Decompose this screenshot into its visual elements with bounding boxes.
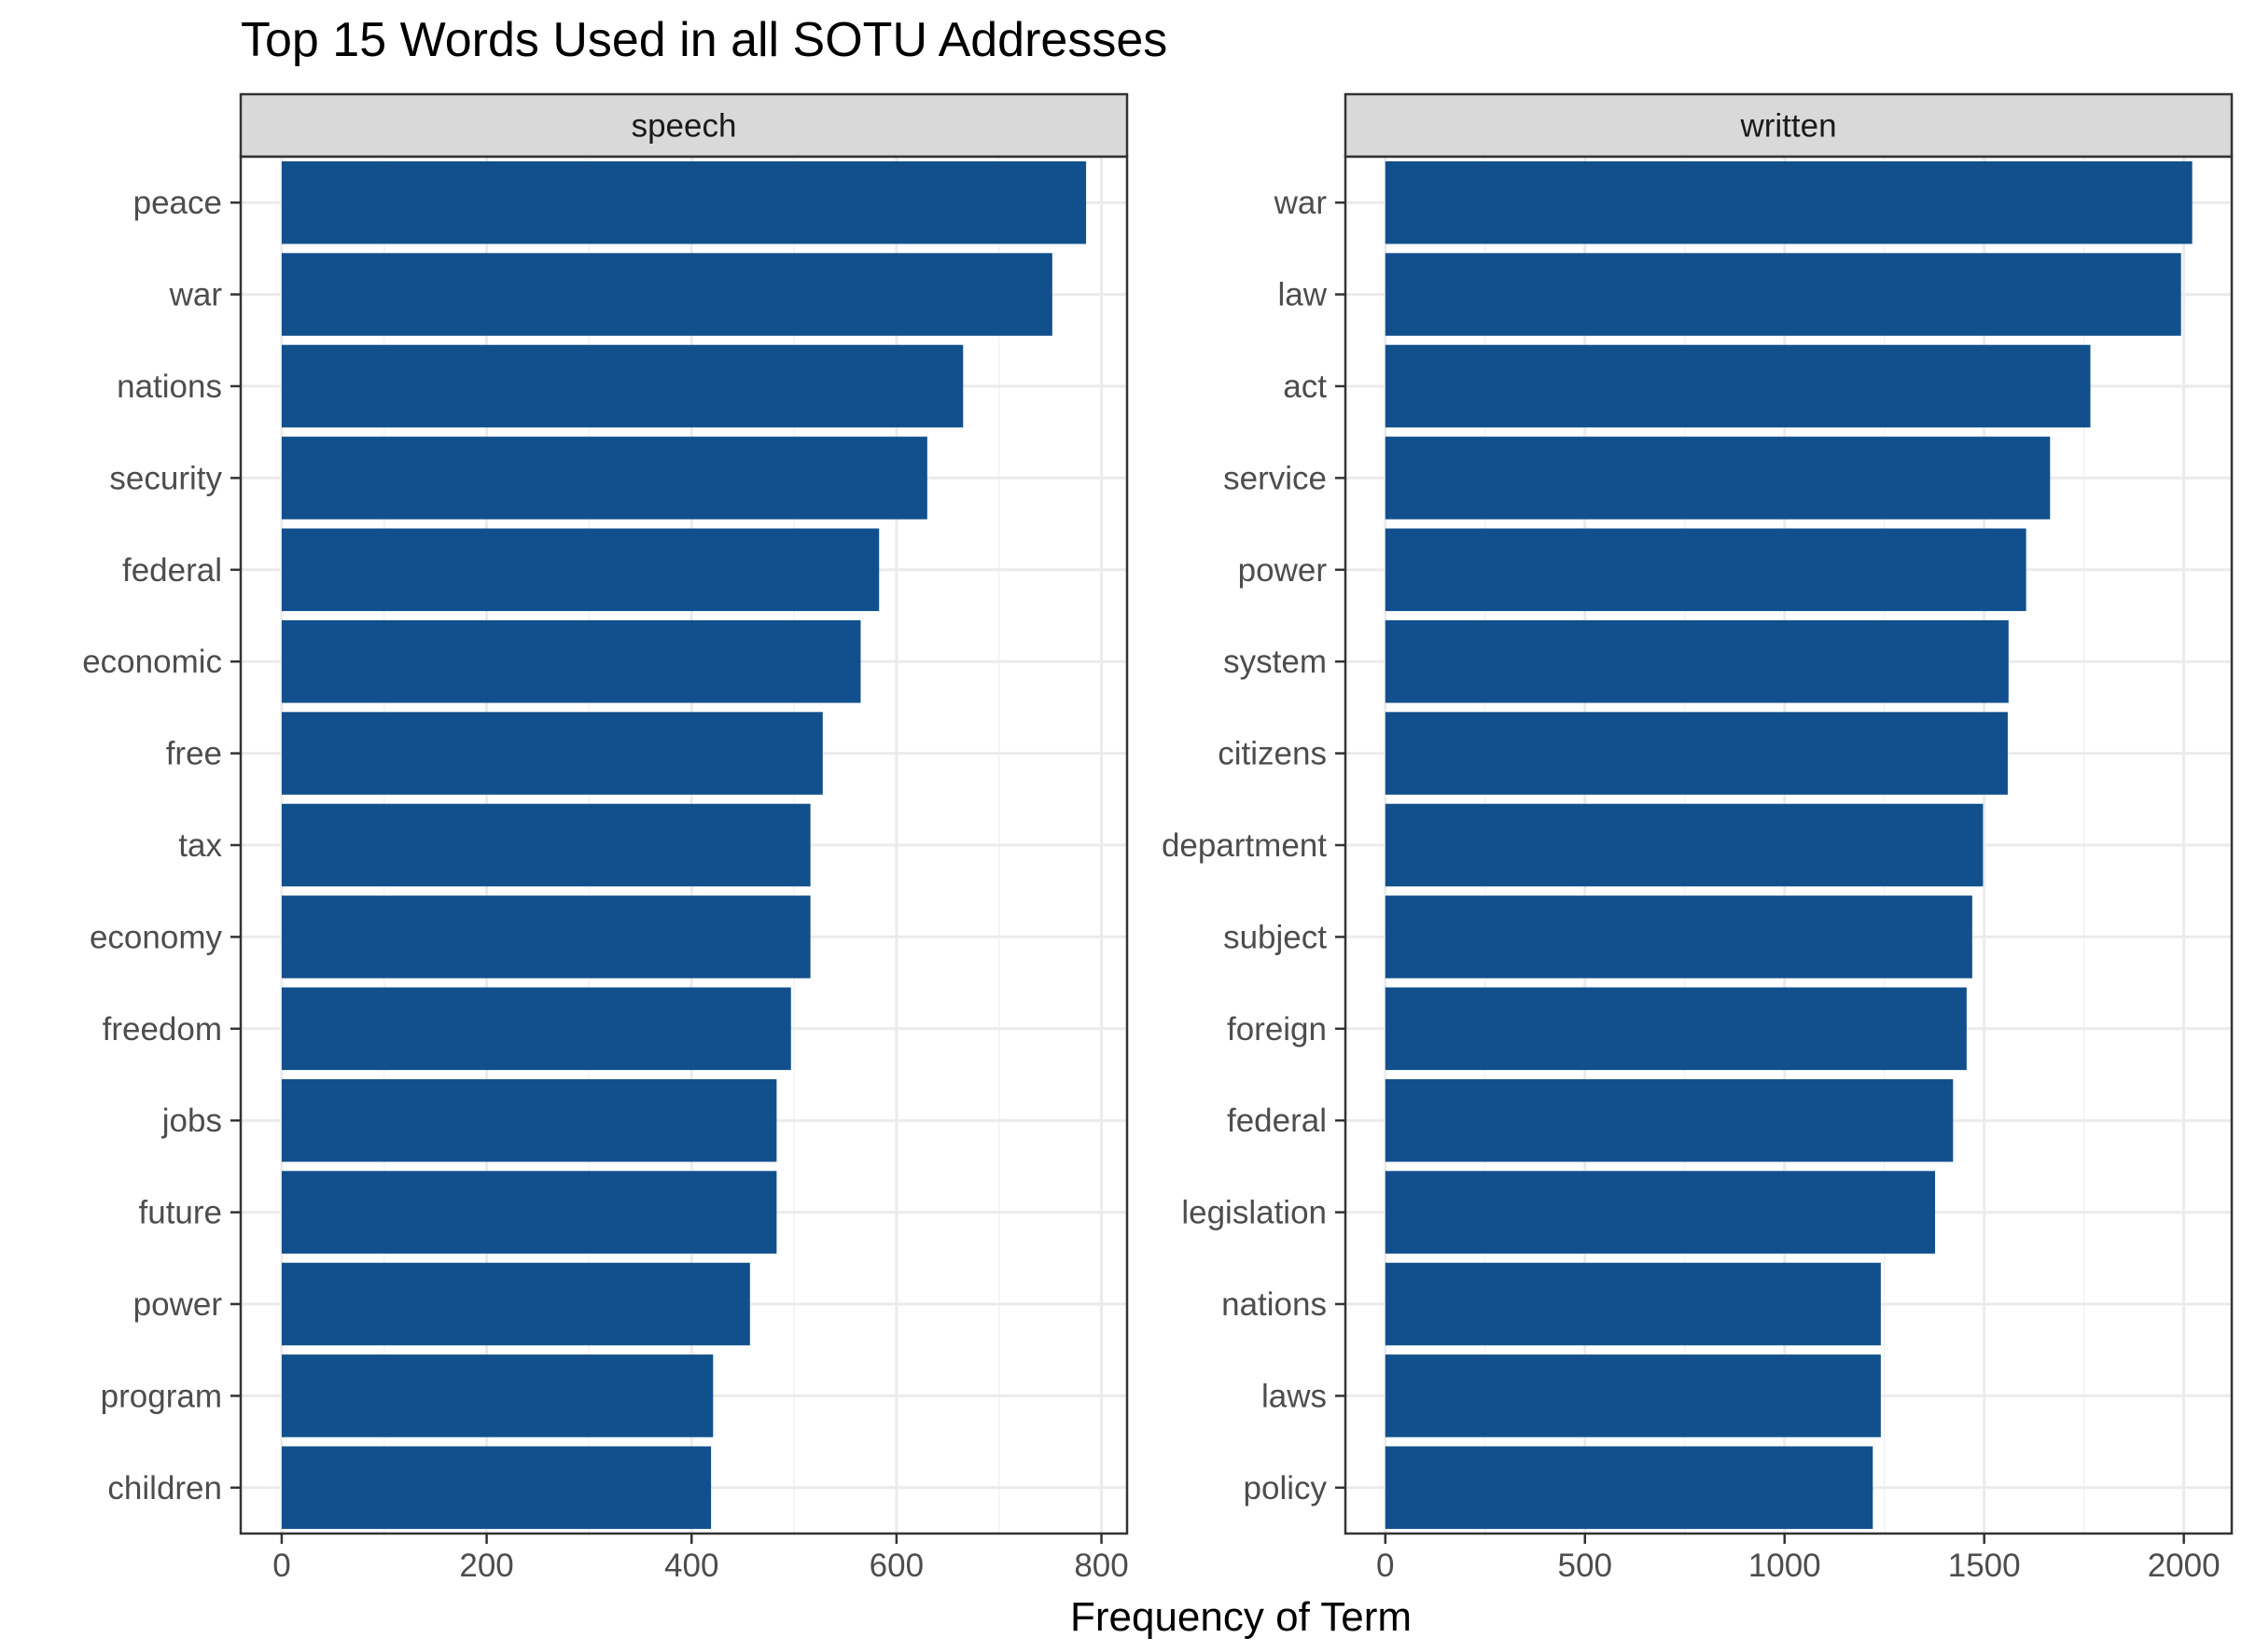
y-tick-label: freedom (103, 1011, 222, 1048)
y-tick-label: laws (1261, 1378, 1327, 1414)
y-tick-label: jobs (161, 1103, 222, 1139)
bar-peace (281, 160, 1087, 244)
x-tick-label: 800 (1074, 1548, 1128, 1584)
x-tick-label: 0 (1376, 1548, 1394, 1584)
y-tick-label: economic (82, 644, 222, 680)
bar-freedom (281, 987, 791, 1071)
y-tick-label: law (1277, 277, 1327, 313)
bar-citizens (1385, 712, 2008, 795)
y-tick-label: nations (1221, 1286, 1327, 1323)
bar-children (281, 1446, 712, 1530)
y-tick-label: system (1223, 644, 1327, 680)
bar-foreign (1385, 987, 1967, 1071)
y-tick-label: department (1162, 827, 1327, 864)
bar-future (281, 1171, 777, 1254)
y-tick-label: economy (90, 919, 223, 955)
y-tick-label: free (166, 736, 222, 772)
bar-system (1385, 619, 2009, 703)
bar-policy (1385, 1446, 1873, 1530)
bar-nations (1385, 1262, 1881, 1346)
bar-laws (1385, 1354, 1881, 1437)
x-tick-label: 2000 (2148, 1548, 2221, 1584)
y-tick-label: tax (178, 827, 222, 864)
chart-title: Top 15 Words Used in all SOTU Addresses (241, 13, 1167, 67)
bar-service (1385, 437, 2051, 520)
y-tick-label: power (133, 1286, 223, 1323)
y-tick-label: program (101, 1378, 222, 1414)
y-tick-label: future (139, 1195, 223, 1231)
bar-economy (281, 895, 811, 979)
y-tick-label: children (107, 1470, 222, 1506)
x-tick-label: 400 (664, 1548, 718, 1584)
y-tick-label: peace (133, 185, 222, 221)
facet-strip (239, 92, 1129, 159)
x-tick-label: 1500 (1948, 1548, 2021, 1584)
y-tick-label: security (109, 460, 222, 496)
bar-free (281, 712, 823, 795)
bar-law (1385, 253, 2181, 336)
x-tick-label: 500 (1558, 1548, 1612, 1584)
facet-label: speech (632, 108, 737, 145)
x-axis-title: Frequency of Term (1070, 1594, 1412, 1640)
y-tick-label: policy (1244, 1470, 1328, 1506)
panel-written: written war law act service power system citize… (1162, 92, 2234, 1584)
bar-legislation (1385, 1171, 1936, 1254)
y-tick-label: war (169, 277, 223, 313)
facet-strip (1344, 92, 2234, 159)
y-tick-label: act (1283, 368, 1327, 405)
bar-department (1385, 803, 1984, 887)
bar-economic (281, 619, 861, 703)
bar-federal (1385, 1078, 1954, 1162)
y-tick-label: federal (1227, 1103, 1327, 1139)
bar-nations (281, 344, 964, 428)
y-tick-label: war (1274, 185, 1328, 221)
bar-act (1385, 344, 2091, 428)
panel-speech: speech peace war nations security federal econ… (82, 92, 1129, 1584)
bar-power (281, 1262, 750, 1346)
x-tick-label: 1000 (1748, 1548, 1821, 1584)
bar-jobs (281, 1078, 777, 1162)
bar-war (1385, 160, 2193, 244)
bar-federal (281, 528, 880, 612)
bar-war (281, 253, 1052, 336)
bar-security (281, 437, 927, 520)
y-tick-label: citizens (1218, 736, 1327, 772)
x-tick-label: 200 (459, 1548, 513, 1584)
x-tick-label: 600 (870, 1548, 924, 1584)
y-tick-label: federal (122, 552, 222, 589)
facet-label: written (1739, 108, 1836, 145)
bar-subject (1385, 895, 1972, 979)
x-tick-label: 0 (272, 1548, 290, 1584)
y-tick-label: service (1223, 460, 1327, 496)
y-tick-label: nations (117, 368, 222, 405)
y-tick-label: foreign (1227, 1011, 1327, 1048)
y-tick-label: subject (1223, 919, 1327, 955)
y-tick-label: legislation (1181, 1195, 1327, 1231)
y-tick-label: power (1238, 552, 1328, 589)
bar-program (281, 1354, 714, 1437)
bar-power (1385, 528, 2026, 612)
bar-tax (281, 803, 811, 887)
panels: speech peace war nations security federal econ… (82, 92, 2234, 1584)
